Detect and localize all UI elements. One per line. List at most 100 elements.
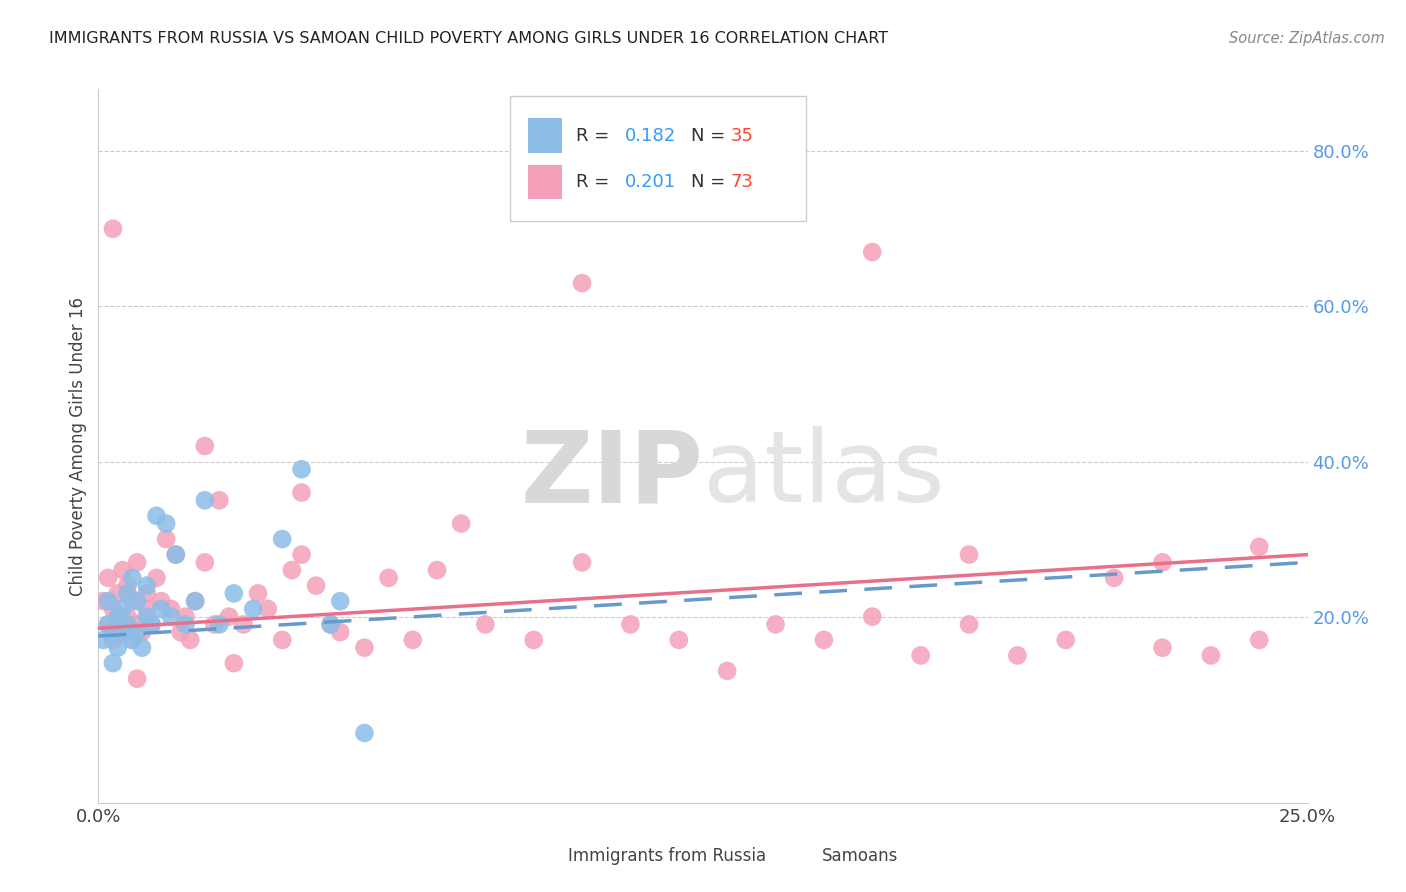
- Point: [91, 594, 114, 608]
- Point: [160, 609, 183, 624]
- Point: [281, 563, 304, 577]
- Point: [150, 594, 173, 608]
- Point: [426, 563, 449, 577]
- Point: [127, 625, 149, 640]
- Point: [1152, 640, 1174, 655]
- Point: [619, 617, 641, 632]
- Point: [150, 602, 173, 616]
- Point: [271, 532, 294, 546]
- Point: [242, 602, 264, 616]
- Point: [107, 586, 129, 600]
- Point: [101, 602, 124, 616]
- Point: [160, 602, 183, 616]
- Point: [668, 632, 690, 647]
- Point: [247, 586, 270, 600]
- Point: [208, 617, 231, 632]
- Point: [121, 632, 143, 647]
- FancyBboxPatch shape: [782, 847, 811, 869]
- Point: [174, 617, 197, 632]
- Point: [135, 579, 157, 593]
- Point: [194, 493, 217, 508]
- Point: [222, 586, 245, 600]
- Point: [329, 625, 352, 640]
- FancyBboxPatch shape: [509, 96, 806, 221]
- Text: R =: R =: [576, 127, 614, 145]
- Point: [111, 563, 134, 577]
- Point: [97, 594, 120, 608]
- Point: [765, 617, 787, 632]
- Text: IMMIGRANTS FROM RUSSIA VS SAMOAN CHILD POVERTY AMONG GIRLS UNDER 16 CORRELATION : IMMIGRANTS FROM RUSSIA VS SAMOAN CHILD P…: [49, 31, 889, 46]
- Point: [135, 586, 157, 600]
- Point: [377, 571, 399, 585]
- Text: atlas: atlas: [703, 426, 945, 523]
- Point: [571, 555, 593, 569]
- Text: R =: R =: [576, 173, 614, 191]
- Point: [127, 594, 149, 608]
- Point: [523, 632, 546, 647]
- Point: [127, 617, 149, 632]
- Point: [165, 548, 187, 562]
- Point: [155, 532, 177, 546]
- Point: [860, 609, 883, 624]
- Text: 35: 35: [731, 127, 754, 145]
- Text: Immigrants from Russia: Immigrants from Russia: [568, 847, 766, 865]
- Point: [329, 594, 352, 608]
- Point: [1102, 571, 1125, 585]
- Point: [127, 555, 149, 569]
- Point: [141, 617, 163, 632]
- Point: [155, 516, 177, 531]
- Point: [290, 462, 312, 476]
- Point: [232, 617, 254, 632]
- Point: [131, 625, 153, 640]
- Point: [169, 625, 191, 640]
- Point: [571, 276, 593, 290]
- Text: 73: 73: [731, 173, 754, 191]
- Point: [353, 726, 375, 740]
- Point: [135, 609, 157, 624]
- Point: [111, 625, 134, 640]
- Point: [101, 632, 124, 647]
- Point: [319, 617, 342, 632]
- Point: [1249, 540, 1271, 554]
- Point: [131, 640, 153, 655]
- Point: [290, 485, 312, 500]
- Point: [111, 625, 134, 640]
- Point: [165, 548, 187, 562]
- Point: [107, 609, 129, 624]
- Point: [402, 632, 425, 647]
- Point: [222, 656, 245, 670]
- Point: [145, 508, 167, 523]
- Point: [179, 632, 201, 647]
- Point: [127, 672, 149, 686]
- Point: [204, 617, 226, 632]
- Point: [319, 617, 342, 632]
- Point: [208, 493, 231, 508]
- Point: [101, 656, 124, 670]
- Point: [101, 222, 124, 236]
- Point: [121, 632, 143, 647]
- Point: [135, 602, 157, 616]
- Point: [910, 648, 932, 663]
- Text: Samoans: Samoans: [821, 847, 898, 865]
- Point: [117, 609, 139, 624]
- Point: [117, 617, 139, 632]
- Point: [860, 245, 883, 260]
- FancyBboxPatch shape: [527, 847, 558, 869]
- Point: [716, 664, 738, 678]
- Point: [141, 617, 163, 632]
- Point: [305, 579, 328, 593]
- Point: [450, 516, 472, 531]
- Point: [1249, 632, 1271, 647]
- Point: [1007, 648, 1029, 663]
- Point: [97, 571, 120, 585]
- Point: [957, 548, 980, 562]
- Point: [107, 609, 129, 624]
- Point: [957, 617, 980, 632]
- Y-axis label: Child Poverty Among Girls Under 16: Child Poverty Among Girls Under 16: [69, 296, 87, 596]
- Point: [121, 571, 143, 585]
- Text: 0.201: 0.201: [624, 173, 675, 191]
- Point: [271, 632, 294, 647]
- Point: [184, 594, 207, 608]
- Point: [474, 617, 496, 632]
- Point: [117, 579, 139, 593]
